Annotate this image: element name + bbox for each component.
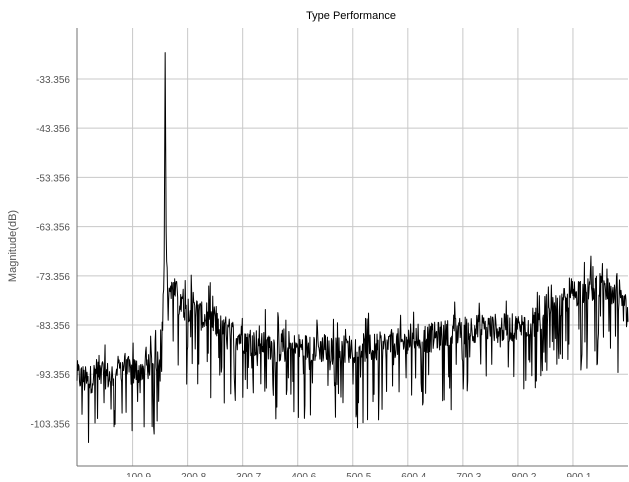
x-tick-label: 400.6 [291, 472, 316, 477]
x-tick-label: 800.2 [511, 472, 536, 477]
y-tick-label: -33.356 [36, 75, 70, 86]
x-tick-label: 300.7 [236, 472, 261, 477]
y-tick-label: -103.356 [31, 419, 71, 430]
y-tick-label: -53.356 [36, 173, 70, 184]
x-tick-label: 600.4 [401, 472, 426, 477]
x-tick-label: 900.1 [566, 472, 591, 477]
x-tick-label: 500.5 [346, 472, 371, 477]
y-tick-label: -43.356 [36, 124, 70, 135]
y-tick-label: -63.356 [36, 223, 70, 234]
chart-title: Type Performance [306, 10, 396, 22]
y-tick-label: -93.356 [36, 370, 70, 381]
y-tick-label: -73.356 [36, 272, 70, 283]
x-tick-label: 200.8 [181, 472, 206, 477]
x-tick-label: 700.3 [456, 472, 481, 477]
y-tick-label: -83.356 [36, 321, 70, 332]
x-tick-label: 100.9 [126, 472, 151, 477]
y-axis-label: Magnitude(dB) [7, 210, 19, 282]
